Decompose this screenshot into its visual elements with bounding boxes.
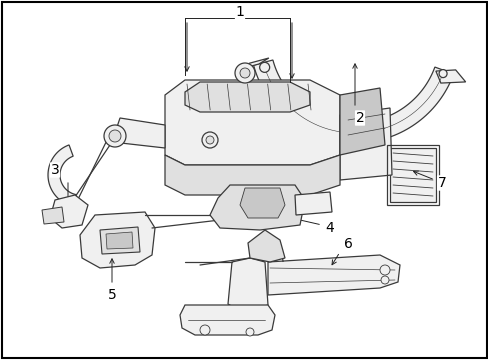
- Text: 3: 3: [51, 163, 59, 177]
- Polygon shape: [209, 185, 305, 230]
- Polygon shape: [112, 118, 164, 148]
- Polygon shape: [180, 305, 274, 335]
- Polygon shape: [48, 145, 76, 207]
- Circle shape: [245, 328, 253, 336]
- Circle shape: [380, 276, 388, 284]
- Text: 7: 7: [437, 176, 446, 190]
- Polygon shape: [339, 108, 391, 180]
- Text: 6: 6: [343, 237, 352, 251]
- Text: 5: 5: [107, 288, 116, 302]
- Polygon shape: [227, 258, 267, 310]
- Circle shape: [379, 265, 389, 275]
- Text: 4: 4: [325, 221, 334, 235]
- Polygon shape: [164, 80, 339, 165]
- Polygon shape: [50, 195, 88, 228]
- Polygon shape: [339, 88, 384, 155]
- Polygon shape: [42, 207, 64, 224]
- Polygon shape: [240, 188, 285, 218]
- Circle shape: [202, 132, 218, 148]
- Circle shape: [259, 62, 269, 72]
- Polygon shape: [294, 192, 331, 215]
- Circle shape: [240, 68, 249, 78]
- Circle shape: [438, 69, 446, 78]
- Circle shape: [235, 63, 254, 83]
- Polygon shape: [389, 148, 435, 202]
- Circle shape: [205, 136, 214, 144]
- Polygon shape: [267, 255, 399, 295]
- Polygon shape: [100, 227, 140, 254]
- Polygon shape: [239, 58, 268, 69]
- Polygon shape: [106, 232, 133, 249]
- Circle shape: [109, 130, 121, 142]
- Polygon shape: [247, 230, 285, 262]
- Polygon shape: [253, 60, 453, 143]
- Circle shape: [200, 325, 209, 335]
- Polygon shape: [80, 212, 155, 268]
- Polygon shape: [164, 155, 339, 195]
- Polygon shape: [435, 70, 465, 83]
- Text: 2: 2: [355, 111, 364, 125]
- Text: 1: 1: [235, 5, 244, 19]
- Polygon shape: [184, 82, 309, 112]
- Circle shape: [104, 125, 126, 147]
